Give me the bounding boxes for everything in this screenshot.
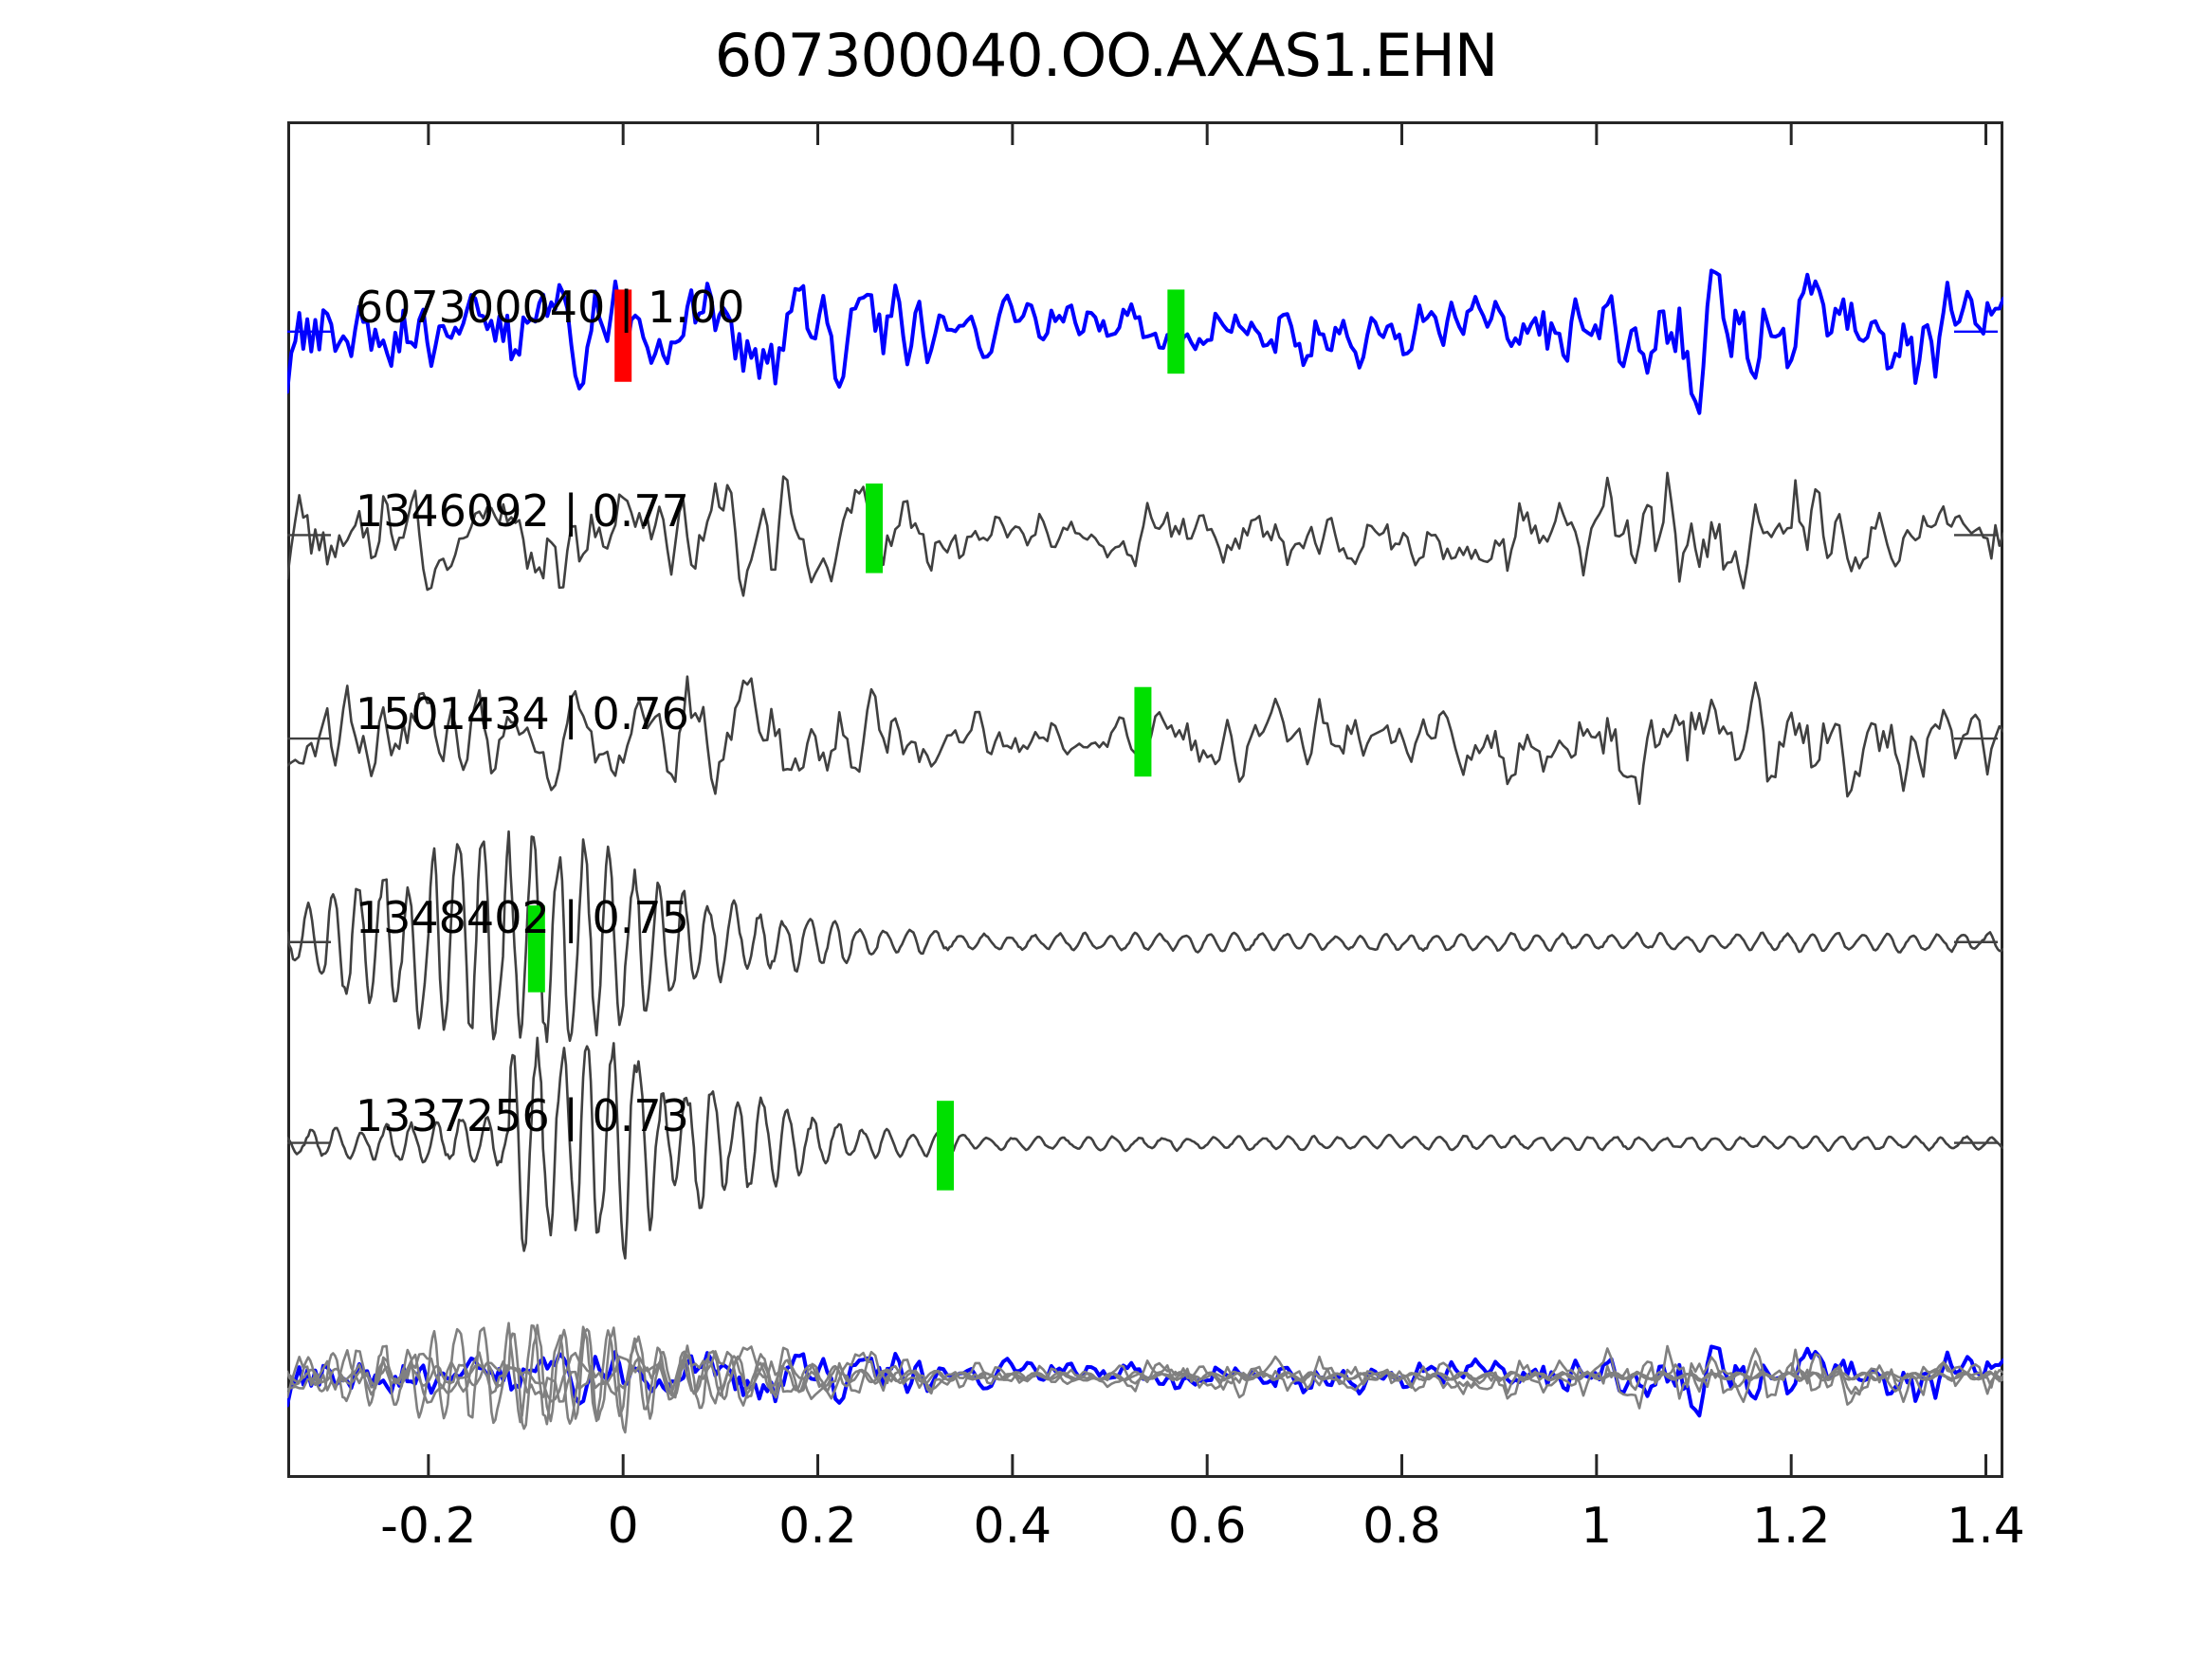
x-tick-label-6: 1 [1581,1498,1613,1555]
x-tick-label-8: 1.4 [1947,1498,2025,1555]
detection-pick-marker-607300040 [1167,289,1185,374]
x-tick-label-7: 1.2 [1751,1498,1831,1555]
detection-pick-marker-1501434 [1134,686,1152,777]
x-tick-label-1: 0 [607,1498,639,1555]
plot-area: 607300040 | 1.00 1346092 | 0.77 1501434 | … [287,121,2003,1478]
detection-pick-marker-1337256 [937,1101,955,1191]
waveform-trace-607300040 [287,268,2003,415]
x-axis-tick-labels: -0.2 0 0.2 0.4 0.6 0.8 1 1.2 1.4 [0,1498,2212,1574]
waveform-trace-1348402 [287,830,2003,1044]
overlay-trace-1337256 [287,1323,2003,1434]
x-tick-label-0: -0.2 [380,1498,477,1555]
detection-pick-marker-1348402 [527,905,545,993]
page-title: 607300040.OO.AXAS1.EHN [714,21,1499,90]
x-tick-label-4: 0.6 [1167,1498,1247,1555]
x-tick-label-2: 0.2 [778,1498,857,1555]
waveform-canvas [287,121,2003,1478]
waveform-trace-1337256 [287,1036,2003,1260]
detection-pick-marker-1346092 [866,483,884,574]
axes-frame [287,121,2003,1478]
x-tick-label-5: 0.8 [1362,1498,1441,1555]
template-pick-marker-607300040 [614,289,632,382]
x-tick-label-3: 0.4 [973,1498,1052,1555]
waveform-trace-1346092 [287,471,2003,597]
